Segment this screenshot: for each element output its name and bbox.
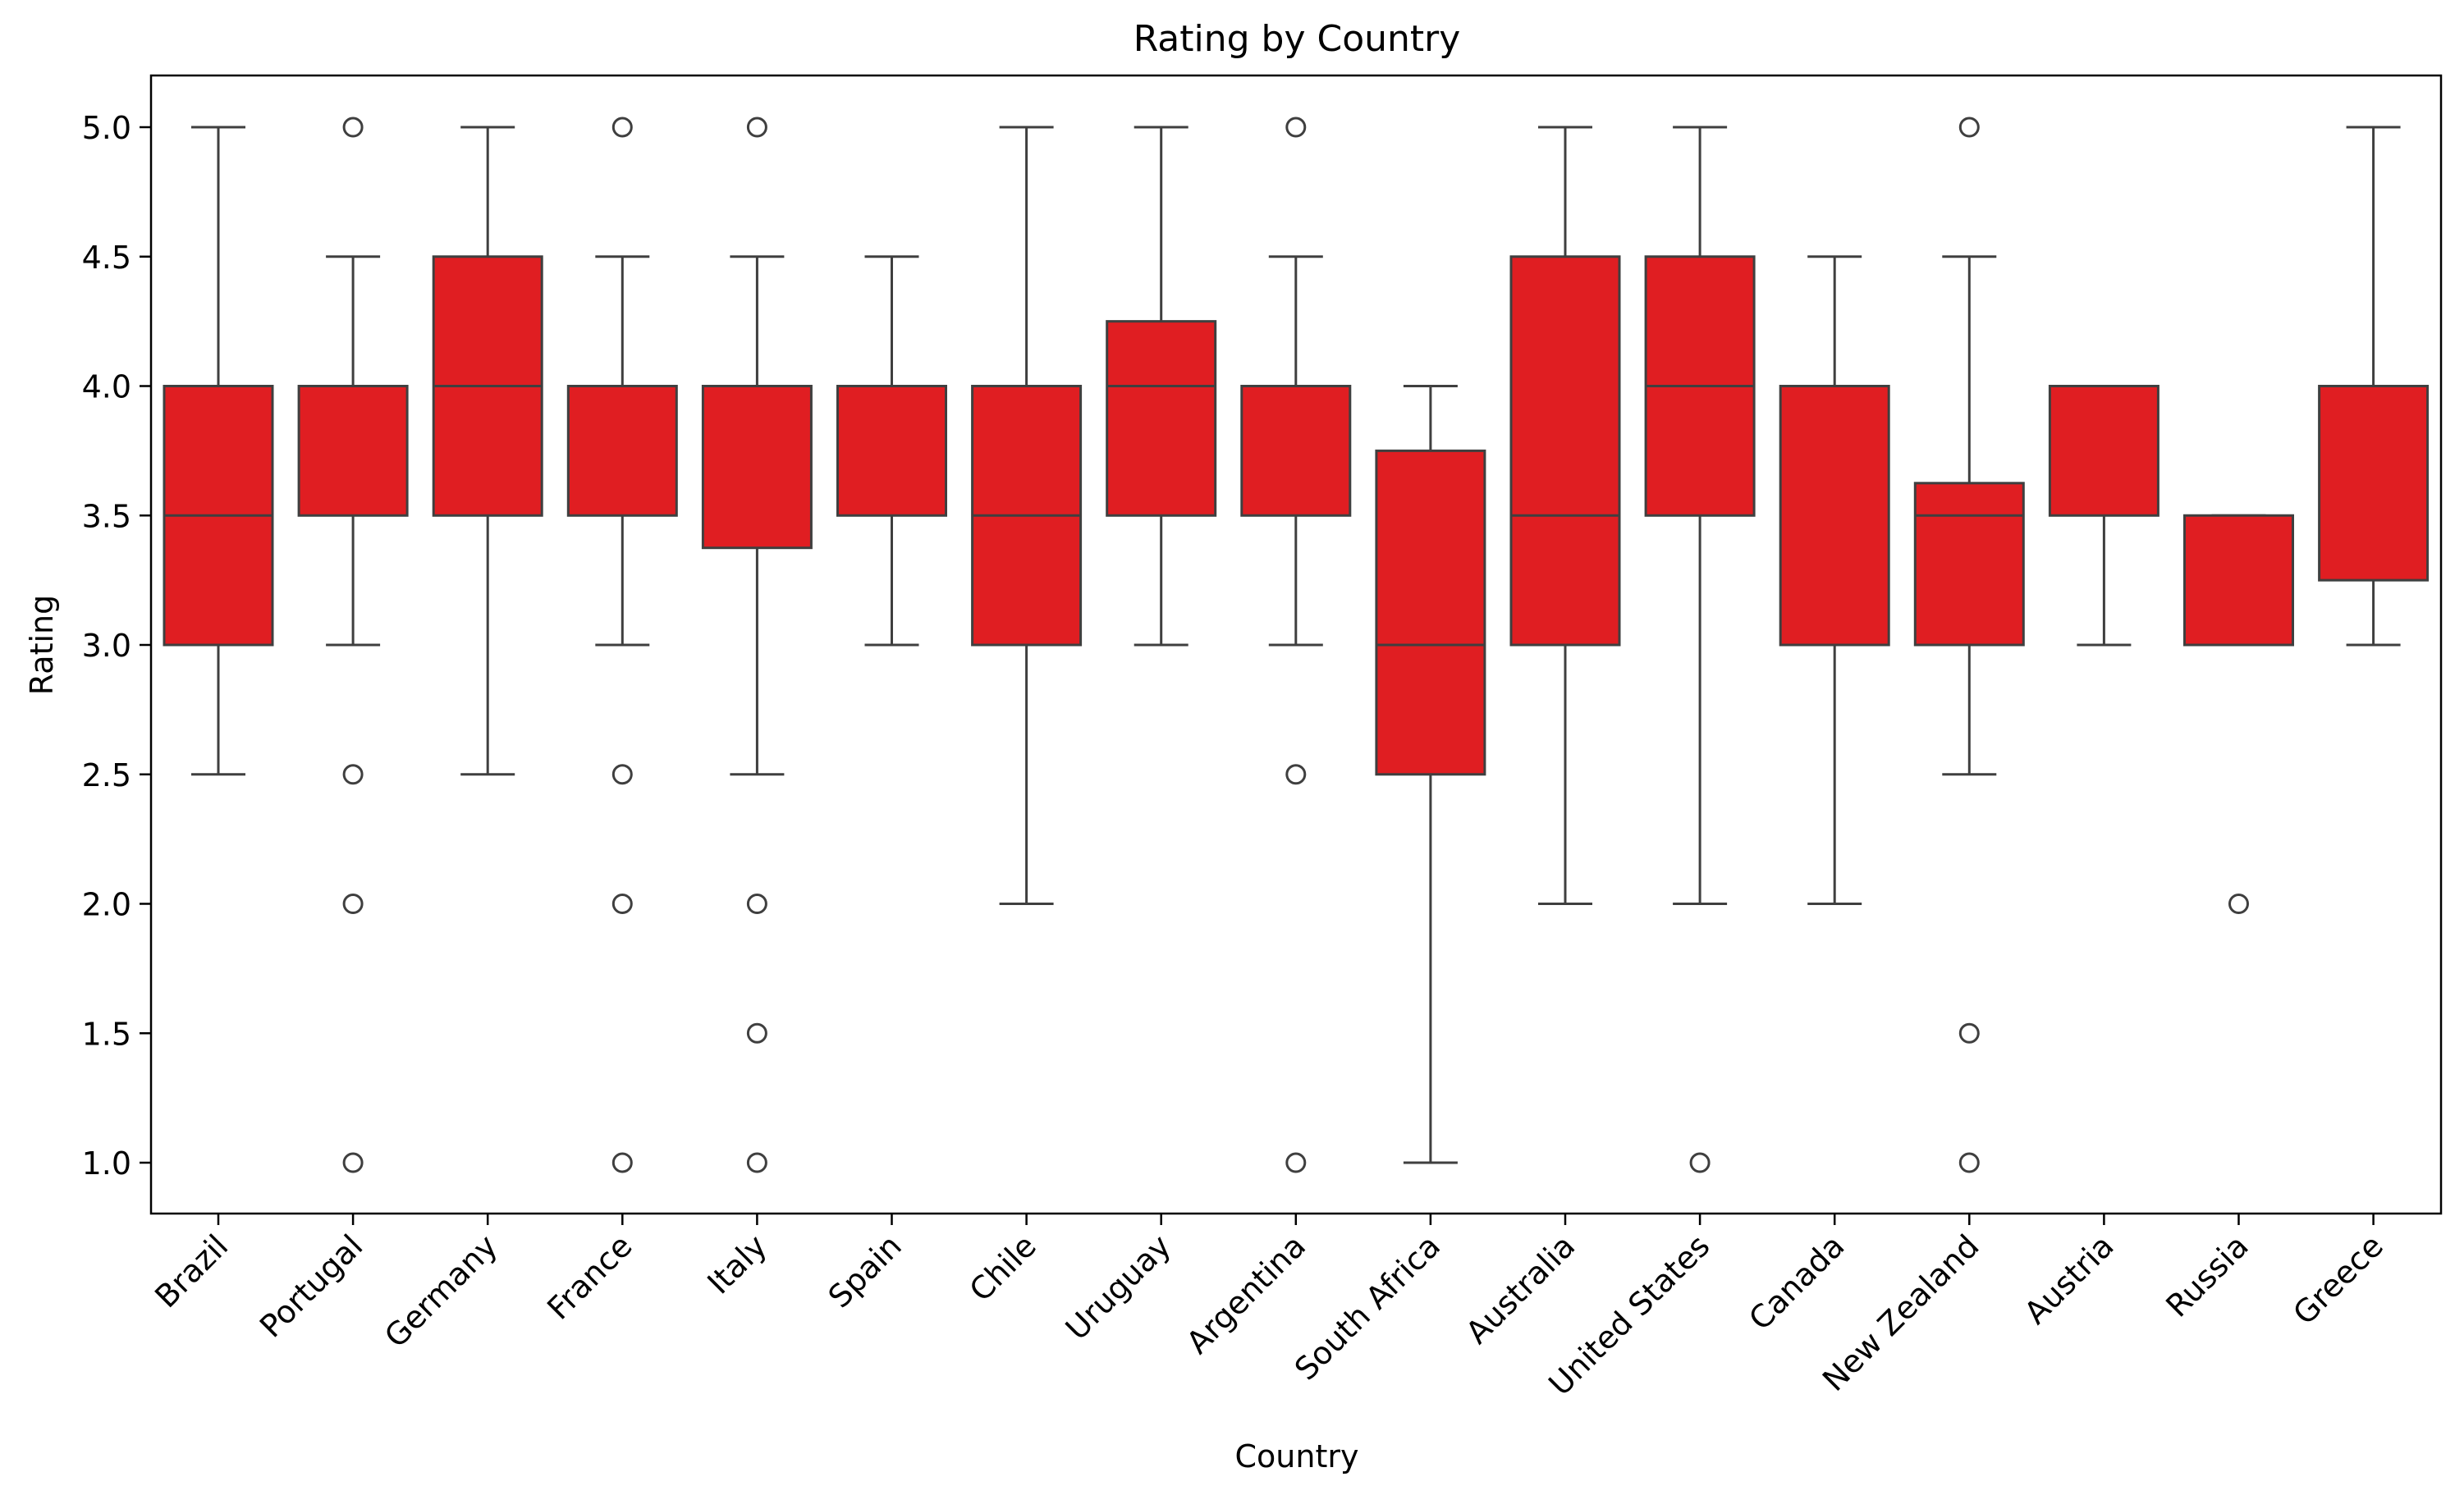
outlier-point [746,117,767,138]
x-tick-label: Germany [378,1228,505,1355]
outlier-point [746,1022,767,1044]
box-group [432,126,543,776]
x-tick-label: Portugal [253,1228,369,1344]
box-group [1644,126,1756,1173]
x-tick-label: Uruguay [1059,1228,1178,1346]
box-group [1106,126,1217,647]
outlier-point [342,117,364,138]
outlier-point [342,894,364,914]
x-tick-label: South Africa [1288,1228,1447,1387]
plot-area [163,117,2430,1173]
box-iqr [1913,482,2025,647]
y-tick-label: 3.5 [82,498,131,534]
box-iqr [1240,385,1352,517]
box-iqr [1375,449,1486,776]
box-group [1509,126,1621,905]
x-axis-title: Country [1235,1438,1359,1474]
x-tick-label: Chile [963,1228,1043,1308]
y-tick-label: 1.0 [82,1145,131,1182]
box-iqr [1509,255,1621,647]
x-tick-label: Russia [2159,1228,2256,1324]
outlier-point [1285,1152,1307,1173]
outlier-point [1285,764,1307,785]
box-iqr [297,385,409,517]
x-tick-label: Canada [1742,1228,1851,1337]
outlier-point [1958,1152,1980,1173]
x-tick-label: Australia [1459,1228,1582,1351]
outlier-point [611,764,633,785]
outlier-point [611,1152,633,1173]
box-iqr [836,385,947,517]
outlier-point [746,894,767,914]
box-group [1375,385,1486,1164]
box-iqr [2318,385,2430,582]
x-tick-label: Spain [822,1228,909,1314]
box-iqr [2183,514,2294,647]
box-iqr [566,385,678,517]
box-group [2183,514,2294,914]
x-tick-label: Greece [2286,1228,2390,1332]
box-group [1240,117,1352,1173]
outlier-point [611,117,633,138]
box-group [1779,255,1890,905]
outlier-point [746,1152,767,1173]
box-iqr [1779,385,1890,647]
outlier-point [1285,117,1307,138]
outlier-point [1689,1152,1711,1173]
box-group [836,255,947,647]
x-tick-label: France [540,1228,639,1326]
y-tick-label: 5.0 [82,110,131,146]
outlier-point [2228,894,2249,914]
box-group [2048,385,2159,647]
outlier-point [342,764,364,785]
x-axis: Brazil Portugal Germany France Italy Spain Chi… [148,1214,2390,1402]
outlier-point [1958,117,1980,138]
box-iqr [2048,385,2159,517]
chart-title: Rating by Country [1134,18,1461,60]
y-axis-title: Rating [24,595,60,696]
y-tick-label: 4.0 [82,369,131,405]
y-tick-label: 2.0 [82,887,131,923]
y-tick-label: 3.0 [82,628,131,664]
box-group [566,117,678,1173]
box-group [701,117,813,1173]
box-iqr [1106,320,1217,517]
box-group [971,126,1083,905]
x-tick-label: Argentina [1179,1228,1312,1360]
outlier-point [611,894,633,914]
y-axis: 1.0 1.5 2.0 2.5 3.0 3.5 4.0 4.5 5.0 [82,110,151,1182]
outlier-point [342,1152,364,1173]
y-tick-label: 2.5 [82,757,131,793]
box-group [297,117,409,1173]
box-group [1913,117,2025,1173]
x-tick-label: Austria [2017,1228,2121,1331]
x-tick-label: Italy [700,1228,773,1301]
outlier-point [1958,1022,1980,1044]
box-group [163,126,274,776]
box-group [2318,126,2430,647]
y-tick-label: 1.5 [82,1016,131,1052]
x-tick-label: Brazil [148,1228,235,1314]
y-tick-label: 4.5 [82,240,131,276]
box-iqr [701,385,813,550]
